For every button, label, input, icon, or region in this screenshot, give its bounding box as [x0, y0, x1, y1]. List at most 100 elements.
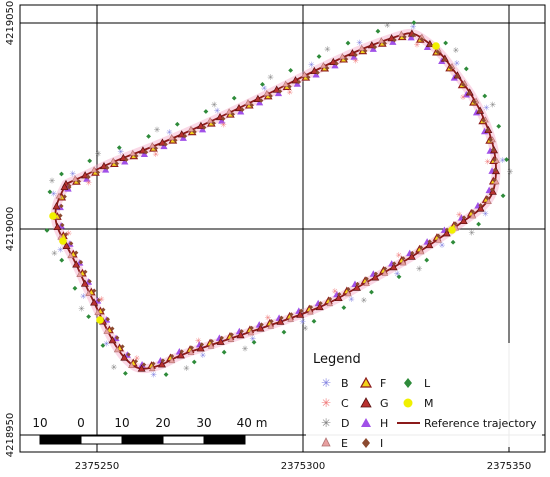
triangle-marker	[363, 279, 370, 286]
scale-label: 30	[196, 416, 211, 430]
diamond-marker	[58, 213, 63, 218]
diamond-marker	[153, 146, 159, 151]
diamond-marker	[355, 281, 360, 287]
triangle-marker	[102, 166, 110, 173]
triangle-marker	[236, 331, 245, 339]
diamond-marker	[60, 222, 65, 228]
diamond-marker	[59, 171, 64, 177]
diamond-marker	[461, 215, 467, 220]
triangle-marker	[476, 204, 485, 212]
triangle-marker	[62, 241, 71, 249]
diamond-marker	[47, 189, 53, 195]
survey-points: ✳ ✳ ✳ ✳ ✳ ✳ ✳ ✳ ✳ ✳ ✳ ✳ ✳ ✳ ✳ ✳ ✳ ✳ ✳ ✳ ✳ ✳ ✳ ✳ ✳ ✳ ✳ ✳ ✳ ✳ ✳ ✳ ✳ ✳ ✳ ✳ ✳ ✳ ✳ ✳…	[44, 20, 514, 379]
diamond-marker	[369, 289, 374, 295]
diamond-marker	[174, 121, 180, 127]
diamond-marker	[182, 133, 188, 139]
triangle-marker	[179, 134, 187, 141]
triangle-marker	[276, 317, 285, 325]
scale-label: 10	[32, 416, 47, 430]
scale-label: 10	[114, 416, 129, 430]
diamond-marker	[169, 353, 175, 359]
triangle-marker	[417, 248, 425, 255]
star-marker: ✳	[308, 61, 315, 70]
star-marker: ✳	[103, 340, 110, 349]
star-marker: ✳	[152, 150, 159, 159]
star-marker: ✳	[324, 45, 331, 54]
triangle-marker	[120, 353, 129, 361]
star-marker: ✳	[211, 100, 218, 109]
triangle-marker	[256, 324, 265, 332]
legend-label: F	[380, 377, 386, 390]
diamond-marker	[124, 157, 129, 162]
diamond-marker	[68, 241, 74, 246]
diamond-marker	[87, 158, 93, 164]
star-marker: ✳	[150, 370, 157, 379]
star-marker: ✳	[80, 292, 87, 301]
diamond-marker	[281, 329, 287, 335]
diamond-marker	[259, 322, 264, 327]
triangle-marker	[326, 300, 334, 307]
star-marker: ✳	[456, 210, 463, 219]
diamond-marker	[141, 362, 147, 367]
star-marker: ✳	[286, 88, 293, 97]
y-tick-label: 4218950	[5, 413, 16, 458]
diamond-marker	[95, 170, 101, 175]
triangle-marker	[176, 351, 185, 359]
diamond-marker	[269, 319, 274, 324]
legend-title: Legend	[313, 352, 361, 367]
diamond-marker	[382, 41, 387, 46]
diamond-marker	[73, 250, 79, 255]
triangle-marker	[196, 344, 205, 352]
legend-label: E	[341, 437, 348, 450]
triangle-marker	[160, 142, 168, 150]
diamond-marker	[401, 256, 406, 261]
diamond-marker	[277, 89, 283, 94]
diamond-marker	[391, 261, 397, 266]
star-marker: ✳	[267, 73, 274, 82]
triangle-marker	[352, 283, 361, 291]
legend-label: L	[424, 377, 431, 390]
diamond-marker	[477, 108, 482, 114]
legend-entry-b: ✳ B	[321, 376, 349, 390]
triangle-marker	[94, 308, 101, 315]
diamond-marker	[364, 276, 369, 282]
star-marker: ✳	[110, 363, 117, 372]
diamond-marker	[411, 20, 417, 26]
scale-bar: 10 0 10 20 30 40 m	[32, 416, 267, 445]
triangle-marker	[442, 229, 451, 237]
x-tick-label: 2375300	[281, 461, 326, 472]
triangle-marker	[103, 327, 111, 334]
diamond-marker	[151, 361, 156, 366]
diamond-marker	[436, 233, 441, 238]
triangle-icon	[359, 376, 373, 388]
diamond-marker	[86, 174, 91, 180]
diamond-marker	[343, 56, 349, 62]
diamond-marker	[133, 359, 139, 364]
diamond-marker	[100, 343, 106, 348]
star-marker: ✳	[78, 305, 85, 314]
legend-entry-m: M	[403, 397, 434, 410]
diamond-marker	[419, 37, 424, 42]
triangle-marker	[157, 360, 166, 368]
triangle-marker	[488, 187, 497, 195]
scale-segment	[121, 435, 164, 445]
triangle-marker	[72, 260, 81, 268]
diamond-marker	[201, 125, 207, 130]
diamond-marker	[59, 257, 65, 263]
scale-label: 20	[155, 416, 170, 430]
triangle-marker	[149, 142, 156, 149]
reference-trajectory	[54, 32, 497, 370]
diamond-marker	[362, 48, 368, 54]
star-marker: ✳	[98, 295, 105, 304]
diamond-marker	[435, 49, 440, 55]
y-tick-label: 4219050	[5, 1, 16, 46]
x-tick-label: 2375350	[487, 461, 532, 472]
diamond-marker	[83, 269, 88, 275]
triangle-marker	[129, 149, 137, 156]
diamond-marker	[296, 79, 302, 85]
diamond-marker	[411, 33, 416, 38]
diamond-marker	[289, 312, 294, 317]
star-marker: ✳	[220, 120, 227, 129]
legend-label: M	[424, 397, 434, 410]
